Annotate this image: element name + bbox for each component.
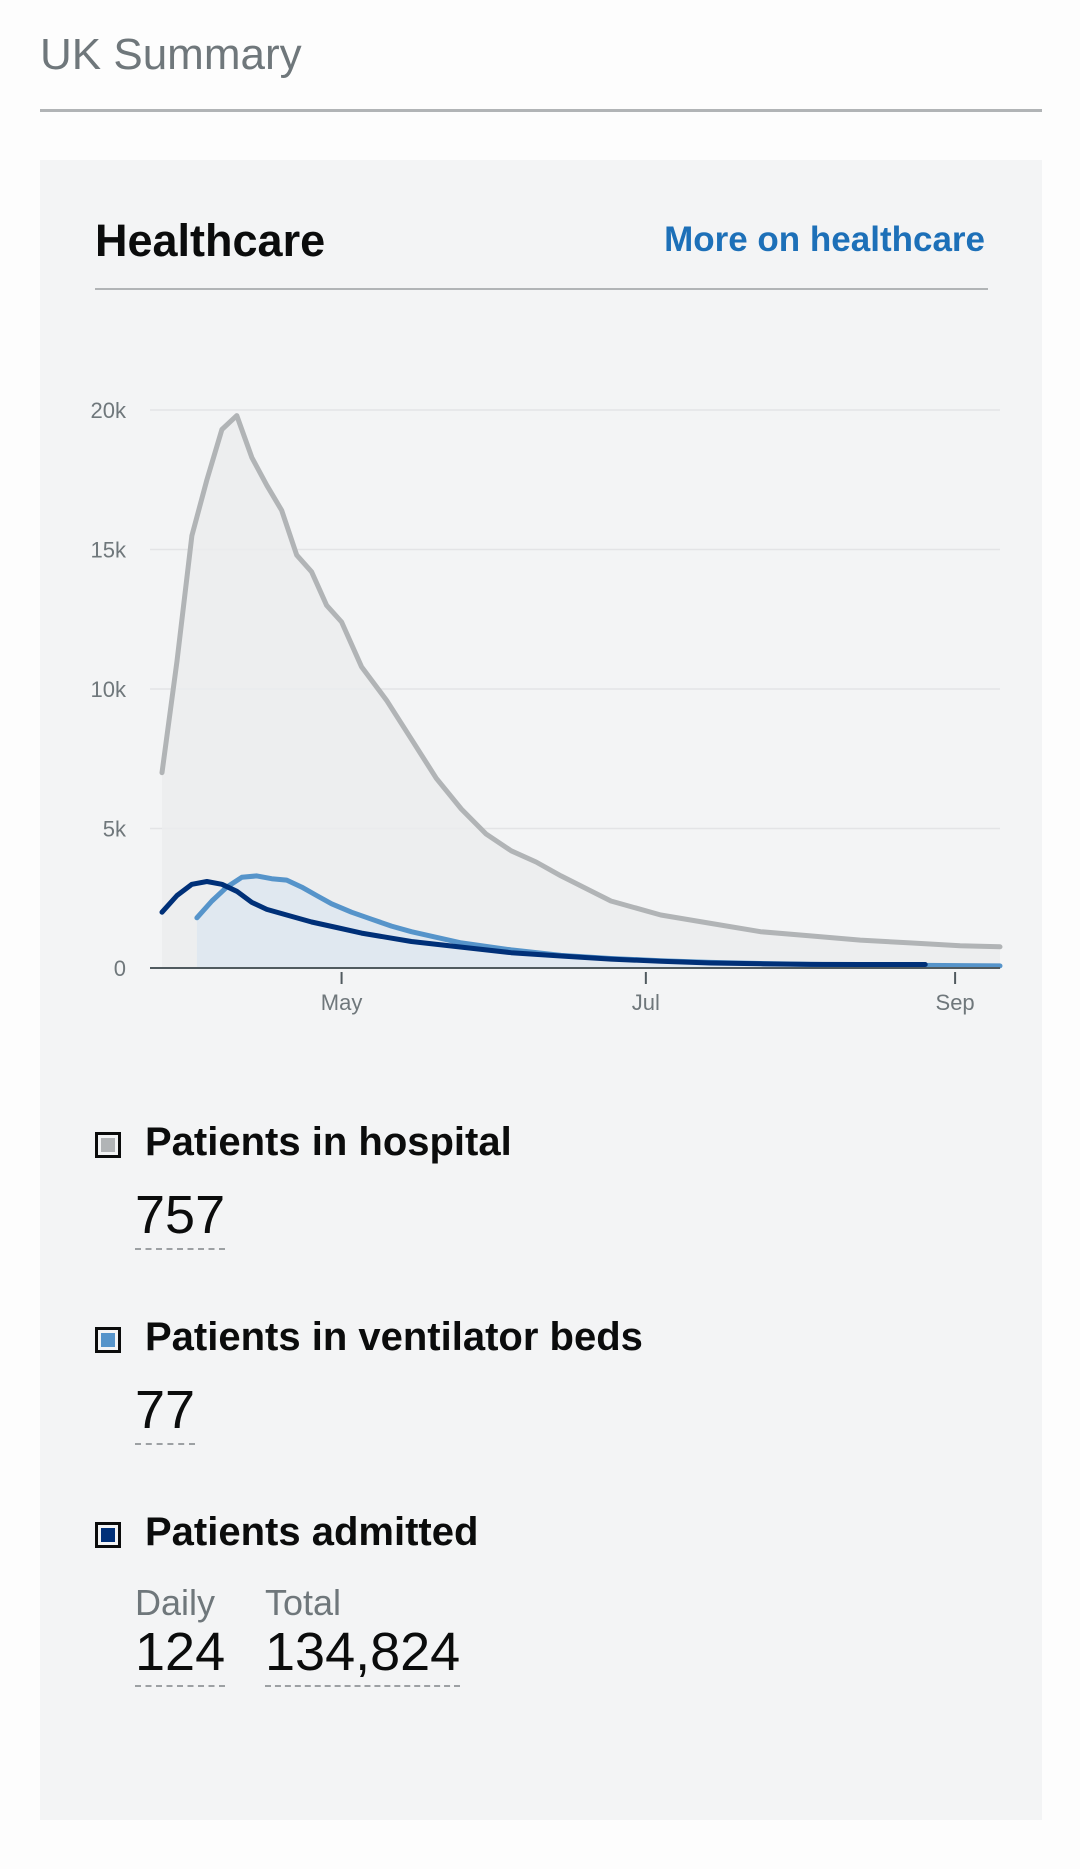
y-tick-label: 10k (91, 677, 127, 702)
metric-label: Patients admitted (145, 1510, 479, 1554)
total-value[interactable]: 134,824 (265, 1625, 461, 1687)
card-divider (95, 288, 988, 290)
metric-value[interactable]: 757 (135, 1188, 226, 1250)
metric-label: Patients in ventilator beds (145, 1315, 643, 1359)
page-title: UK Summary (40, 30, 302, 79)
healthcare-card: Healthcare More on healthcare 0 5k 10k 15k 2… (40, 160, 1042, 1820)
x-tick-label: Jul (632, 990, 660, 1015)
admitted-legend-swatch (95, 1522, 121, 1548)
metric-label: Patients in hospital (145, 1120, 512, 1164)
title-divider (40, 109, 1042, 112)
x-tick-label: May (321, 990, 363, 1015)
y-tick-label: 5k (103, 817, 127, 842)
ventilator-legend-swatch (95, 1327, 121, 1353)
metric-value[interactable]: 77 (135, 1383, 196, 1445)
series-area-1 (196, 875, 1000, 968)
y-tick-label: 20k (91, 398, 127, 423)
series-line-2 (159, 879, 928, 967)
y-tick-label: 0 (114, 956, 126, 981)
series-line-0 (159, 413, 1003, 950)
series-area-0 (162, 415, 1000, 969)
total-label: Total (265, 1582, 342, 1623)
healthcare-chart: 0 5k 10k 15k 20k May Jul Sep (91, 398, 1003, 1015)
card-title: Healthcare (95, 215, 326, 266)
daily-label: Daily (135, 1582, 216, 1623)
hospital-legend-swatch (95, 1132, 121, 1158)
y-tick-label: 15k (91, 538, 127, 563)
more-on-healthcare-link[interactable]: More on healthcare (664, 220, 985, 259)
x-tick-label: Sep (936, 990, 975, 1015)
daily-value[interactable]: 124 (135, 1625, 226, 1687)
